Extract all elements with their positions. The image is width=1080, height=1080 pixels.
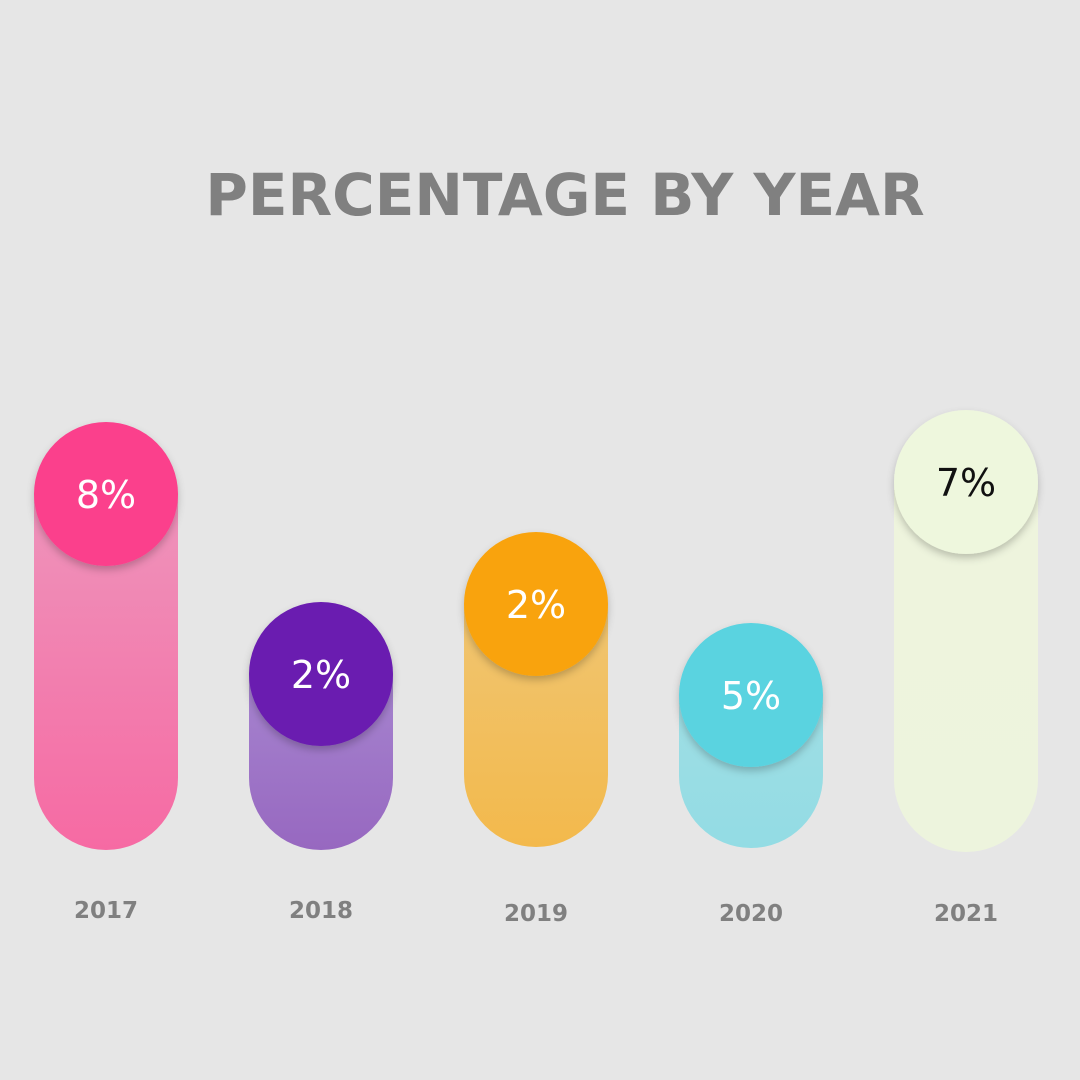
bar-group-2018: 2% xyxy=(249,602,393,850)
bar-cap-circle-2017 xyxy=(34,422,178,566)
bar-2021 xyxy=(894,482,1038,852)
bar-cap-circle-2021 xyxy=(894,410,1038,554)
bar-group-2017: 8% xyxy=(34,422,178,850)
category-label-2020: 2020 xyxy=(719,901,783,927)
bar-cap-circle-2018 xyxy=(249,602,393,746)
bar-group-2019: 2% xyxy=(464,532,608,847)
bar-cap-circle-2020 xyxy=(679,623,823,767)
value-label-2019: 2% xyxy=(506,583,566,627)
bar-2017 xyxy=(34,494,178,850)
category-label-2017: 2017 xyxy=(74,898,138,924)
category-label-2019: 2019 xyxy=(504,901,568,927)
bar-cap-circle-2019 xyxy=(464,532,608,676)
chart-title: PERCENTAGE BY YEAR xyxy=(205,161,924,229)
value-label-2021: 7% xyxy=(936,461,996,505)
category-label-2021: 2021 xyxy=(934,901,998,927)
bars-group: 8% 2% 2% 5% 7% xyxy=(34,410,1038,852)
category-label-2018: 2018 xyxy=(289,898,353,924)
bar-group-2020: 5% xyxy=(679,623,823,848)
value-label-2018: 2% xyxy=(291,653,351,697)
year-labels-group: 2017 2018 2019 2020 2021 xyxy=(74,898,998,927)
value-label-2017: 8% xyxy=(76,473,136,517)
bar-group-2021: 7% xyxy=(894,410,1038,852)
value-label-2020: 5% xyxy=(721,674,781,718)
